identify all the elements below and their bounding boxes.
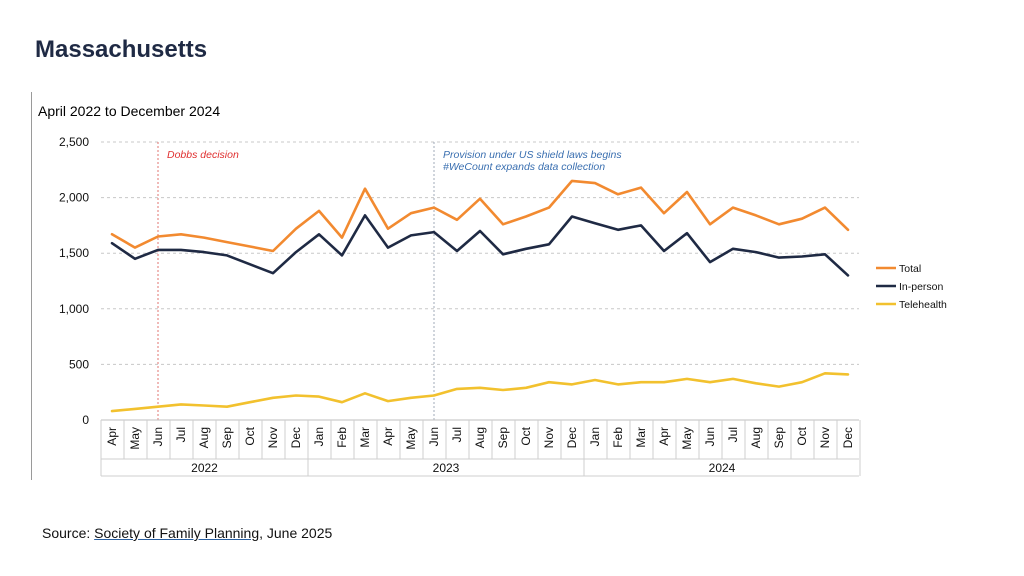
y-tick-label: 0 (82, 413, 89, 427)
x-tick-label: Apr (657, 427, 671, 446)
x-tick-label: Jun (427, 427, 441, 446)
annotation-text: Dobbs decision (167, 149, 239, 161)
legend: Total In-person Telehealth (876, 263, 947, 311)
x-tick-label: Apr (381, 427, 395, 446)
x-tick-label: Nov (818, 427, 832, 448)
chart-title: April 2022 to December 2024 (38, 103, 220, 119)
x-tick-label: May (680, 427, 694, 450)
annotations: Dobbs decision Provision under US shield … (157, 142, 622, 420)
page-title: Massachusetts (35, 36, 208, 63)
x-tick-label: May (404, 427, 418, 450)
x-tick-label: Mar (634, 427, 648, 448)
x-tick-label: Oct (243, 426, 257, 445)
annotation-text: Provision under US shield laws begins (443, 149, 622, 161)
x-tick-label: Jun (151, 427, 165, 446)
legend-label: In-person (899, 281, 944, 293)
x-tick-label: Aug (749, 427, 763, 448)
x-tick-label: Sep (772, 427, 786, 449)
x-tick-label: Jul (174, 427, 188, 442)
x-tick-label: Aug (473, 427, 487, 448)
x-tick-label: Jun (703, 427, 717, 446)
x-tick-label: Aug (197, 427, 211, 448)
y-axis-ticks: 0 500 1,000 1,500 2,000 2,500 (59, 135, 89, 427)
x-axis: Apr May Jun Jul Aug Sep Oct Nov Dec Jan Feb Mar Apr M… (100, 419, 861, 477)
year-label: 2022 (191, 461, 218, 475)
source-link[interactable]: Society of Family Planning (94, 525, 260, 541)
y-tick-label: 1,000 (59, 302, 89, 316)
y-tick-label: 2,000 (59, 191, 89, 205)
y-tick-label: 1,500 (59, 246, 89, 260)
source-suffix: , June 2025 (259, 525, 333, 541)
legend-label: Telehealth (899, 299, 947, 311)
x-tick-label: Apr (105, 427, 119, 446)
x-tick-label: Dec (841, 427, 855, 448)
x-tick-label: Nov (266, 427, 280, 448)
annotation-text: #WeCount expands data collection (443, 161, 605, 173)
x-tick-label: Dec (289, 427, 303, 448)
source-note: Source: Society of Family Planning, June… (42, 525, 332, 541)
y-tick-label: 500 (69, 357, 89, 371)
y-tick-label: 2,500 (59, 135, 89, 149)
left-divider (31, 92, 32, 480)
source-prefix: Source: (42, 525, 95, 541)
x-tick-label: Jul (450, 427, 464, 442)
series-line-telehealth (110, 371, 850, 413)
x-tick-label: Jul (726, 427, 740, 442)
x-tick-label: Jan (312, 427, 326, 446)
x-tick-label: Mar (358, 427, 372, 448)
series-lines (110, 179, 850, 413)
x-tick-label: Oct (795, 426, 809, 445)
x-tick-label: Dec (565, 427, 579, 448)
x-tick-label: Jan (588, 427, 602, 446)
x-tick-label: Feb (335, 427, 349, 448)
x-tick-label: Sep (496, 427, 510, 449)
series-line-total (110, 179, 850, 253)
series-line-in-person (110, 214, 850, 277)
year-label: 2023 (433, 461, 460, 475)
x-tick-label: Oct (519, 426, 533, 445)
year-label: 2024 (709, 461, 736, 475)
x-tick-label: Nov (542, 427, 556, 448)
x-tick-label: Feb (611, 427, 625, 448)
x-tick-label: Sep (220, 427, 234, 449)
legend-label: Total (899, 263, 921, 275)
grid-lines (101, 141, 859, 365)
x-tick-label: May (128, 427, 142, 450)
